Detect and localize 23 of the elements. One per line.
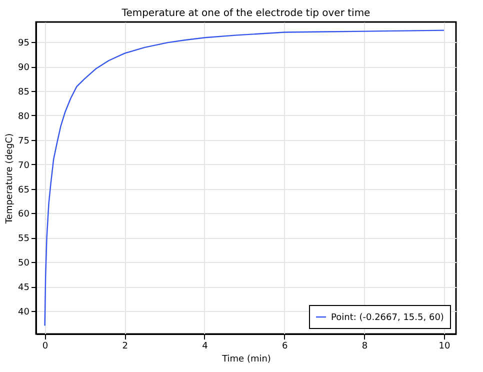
y-tick-label: 40 — [18, 308, 30, 318]
y-tick-label: 50 — [18, 258, 30, 269]
y-tick-label: 55 — [18, 234, 30, 244]
legend-label: Point: (-0.2667, 15.5, 60) — [331, 313, 444, 323]
x-tick-label: 6 — [282, 342, 288, 352]
y-tick-label: 60 — [18, 210, 30, 220]
chart-title: Temperature at one of the electrode tip over time — [120, 8, 370, 19]
x-axis-title: Time (min) — [221, 354, 271, 364]
y-tick-label: 80 — [18, 112, 30, 122]
y-tick-label: 85 — [18, 87, 30, 98]
line-series — [44, 30, 445, 326]
x-tick-label: 8 — [362, 342, 368, 352]
y-axis-title: Temperature (degC) — [5, 133, 16, 225]
x-tick-label: 0 — [42, 342, 48, 352]
y-tick-label: 90 — [18, 63, 30, 73]
y-tick-label: 75 — [18, 136, 30, 146]
y-tick-label: 95 — [18, 38, 30, 49]
y-tick-label: 65 — [18, 185, 30, 196]
x-tick-label: 4 — [202, 342, 208, 352]
y-tick-label: 45 — [18, 283, 30, 294]
x-tick-label: 2 — [122, 342, 128, 352]
y-tick-label: 70 — [18, 160, 30, 171]
x-tick-label: 10 — [438, 342, 451, 352]
